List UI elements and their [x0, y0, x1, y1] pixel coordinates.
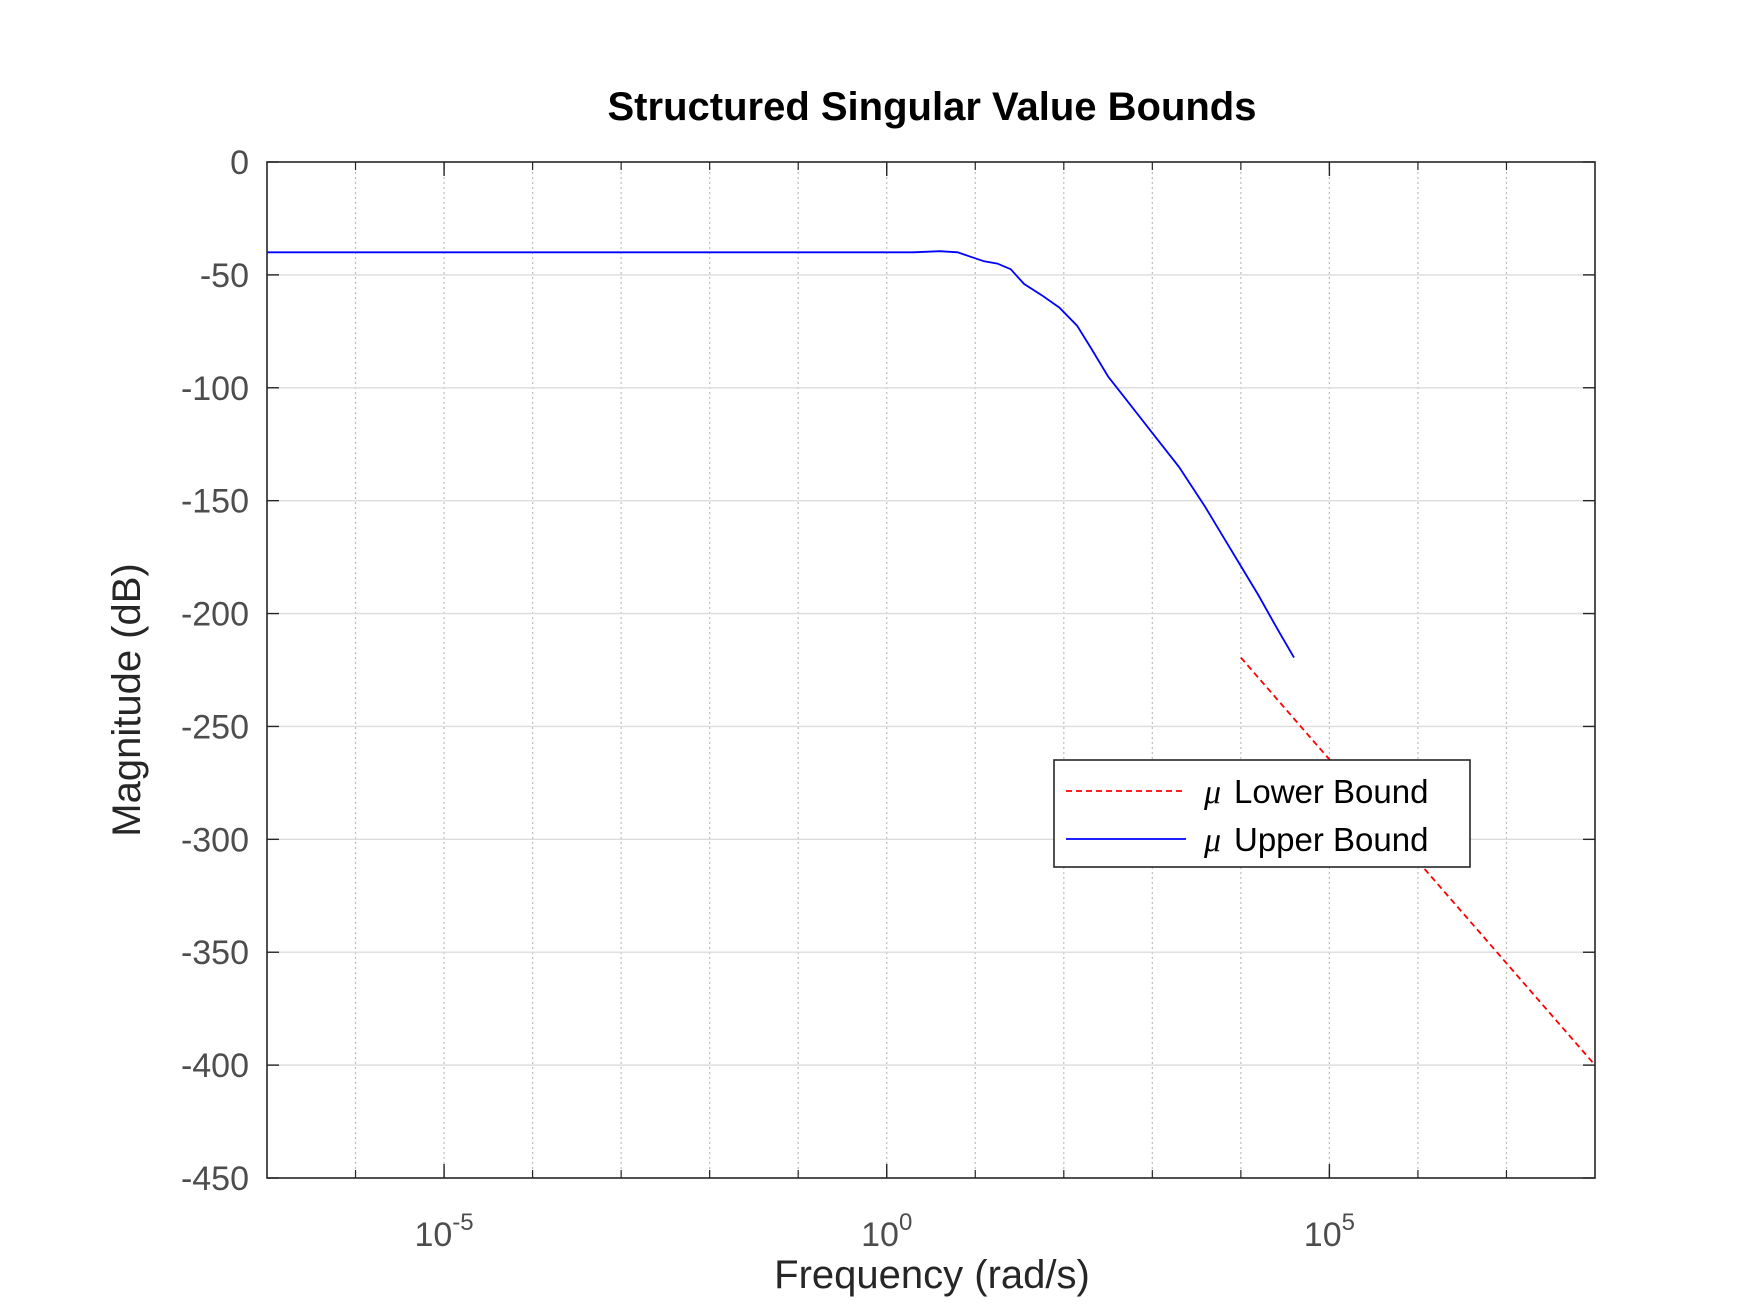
plot-area: [267, 162, 1595, 1178]
y-tick-label: -400: [181, 1047, 249, 1085]
legend-box: [1053, 759, 1471, 868]
chart-title: Structured Singular Value Bounds: [608, 85, 1257, 129]
legend-label: Upper Bound: [1234, 821, 1428, 858]
legend: μ Lower Bound μ Upper Bound: [1053, 759, 1471, 868]
y-tick-label: -250: [181, 708, 249, 746]
ticks: 0 -50 -100 -150 -200 -250 -300 -350 -400 -450 10-5…: [181, 144, 1595, 1254]
y-tick-label: -150: [181, 483, 249, 521]
y-tick-label: -50: [200, 257, 249, 295]
y-tick-label: -100: [181, 370, 249, 408]
x-tick-label: 105: [1304, 1209, 1355, 1254]
y-tick-label: -450: [181, 1160, 249, 1198]
series-line-upper-bound: [267, 250, 1295, 659]
legend-symbol: μ: [1203, 822, 1221, 859]
x-axis-label: Frequency (rad/s): [774, 1253, 1090, 1297]
legend-label: Lower Bound: [1234, 773, 1428, 810]
x-tick-label: 10-5: [414, 1209, 473, 1254]
series-layer: [267, 250, 1596, 1066]
y-axis-label: Magnitude (dB): [105, 563, 149, 836]
x-tick-label: 100: [861, 1209, 912, 1254]
y-tick-label: 0: [230, 144, 249, 182]
y-tick-label: -300: [181, 821, 249, 859]
axes-box: [266, 161, 1596, 1179]
y-tick-label: -350: [181, 934, 249, 972]
y-tick-label: -200: [181, 596, 249, 634]
legend-symbol: μ: [1203, 774, 1221, 811]
